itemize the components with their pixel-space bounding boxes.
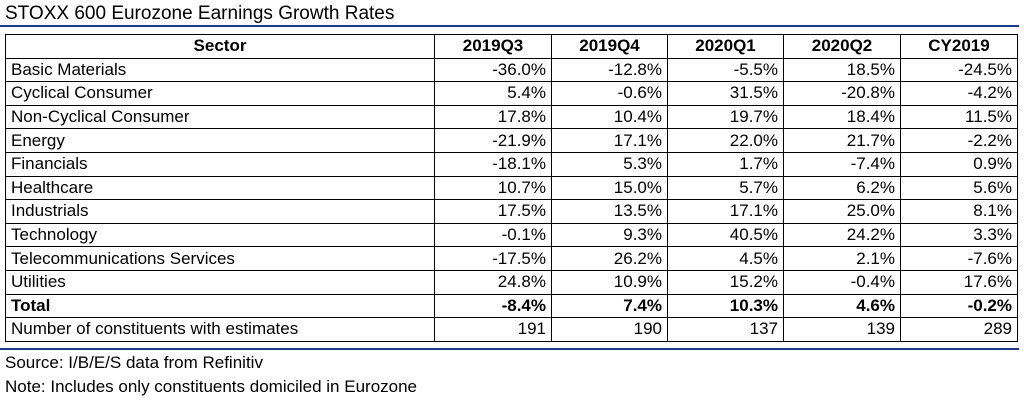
constituents-row: Number of constituents with estimates 19… — [5, 317, 1018, 342]
value-cell: 18.5% — [783, 57, 901, 83]
value-cell: -24.5% — [900, 57, 1018, 83]
value-cell: 10.7% — [434, 175, 552, 201]
table-row: Financials -18.1% 5.3% 1.7% -7.4% 0.9% — [5, 151, 1018, 177]
value-cell: -0.1% — [434, 222, 552, 248]
value-cell: 5.4% — [434, 81, 552, 106]
value-cell: 40.5% — [667, 222, 784, 248]
value-cell: 1.7% — [667, 151, 784, 177]
value-cell: -2.2% — [900, 128, 1018, 153]
value-cell: -12.8% — [551, 57, 668, 83]
value-cell: 26.2% — [551, 246, 668, 271]
sector-name: Technology — [5, 222, 435, 248]
value-cell: 17.6% — [900, 269, 1018, 295]
value-cell: 19.7% — [667, 104, 784, 130]
header-row: Sector 2019Q3 2019Q4 2020Q1 2020Q2 CY201… — [5, 34, 1018, 59]
value-cell: 3.3% — [900, 222, 1018, 248]
table-row: Telecommunications Services -17.5% 26.2%… — [5, 246, 1018, 271]
value-cell: 17.5% — [434, 199, 552, 224]
sector-name: Energy — [5, 128, 435, 153]
table-title: STOXX 600 Eurozone Earnings Growth Rates — [5, 3, 395, 24]
header-2019q4: 2019Q4 — [551, 34, 668, 59]
total-label: Total — [5, 293, 435, 319]
value-cell: 13.5% — [551, 199, 668, 224]
earnings-table: Sector 2019Q3 2019Q4 2020Q1 2020Q2 CY201… — [5, 34, 1018, 342]
value-cell: 2.1% — [783, 246, 901, 271]
sector-name: Utilities — [5, 269, 435, 295]
value-cell: 24.2% — [783, 222, 901, 248]
sector-name: Healthcare — [5, 175, 435, 201]
value-cell: 10.4% — [551, 104, 668, 130]
sector-name: Basic Materials — [5, 57, 435, 83]
value-cell: -20.8% — [783, 81, 901, 106]
value-cell: 5.6% — [900, 175, 1018, 201]
total-value: -8.4% — [434, 293, 552, 319]
total-value: 4.6% — [783, 293, 901, 319]
table-row: Non-Cyclical Consumer 17.8% 10.4% 19.7% … — [5, 104, 1018, 130]
value-cell: 10.9% — [551, 269, 668, 295]
value-cell: 5.7% — [667, 175, 784, 201]
constituents-count: 139 — [783, 317, 901, 342]
value-cell: 17.1% — [551, 128, 668, 153]
value-cell: 9.3% — [551, 222, 668, 248]
title-rule — [0, 25, 1019, 27]
value-cell: 25.0% — [783, 199, 901, 224]
table-row: Energy -21.9% 17.1% 22.0% 21.7% -2.2% — [5, 128, 1018, 153]
constituents-count: 137 — [667, 317, 784, 342]
value-cell: 4.5% — [667, 246, 784, 271]
sector-name: Financials — [5, 151, 435, 177]
value-cell: 11.5% — [900, 104, 1018, 130]
value-cell: -18.1% — [434, 151, 552, 177]
value-cell: 17.1% — [667, 199, 784, 224]
table-row: Healthcare 10.7% 15.0% 5.7% 6.2% 5.6% — [5, 175, 1018, 201]
sector-name: Cyclical Consumer — [5, 81, 435, 106]
value-cell: 18.4% — [783, 104, 901, 130]
footnote: Note: Includes only constituents domicil… — [5, 377, 418, 396]
table-row: Basic Materials -36.0% -12.8% -5.5% 18.5… — [5, 57, 1018, 83]
value-cell: -36.0% — [434, 57, 552, 83]
table-row: Industrials 17.5% 13.5% 17.1% 25.0% 8.1% — [5, 199, 1018, 224]
value-cell: -17.5% — [434, 246, 552, 271]
table-row: Cyclical Consumer 5.4% -0.6% 31.5% -20.8… — [5, 81, 1018, 106]
total-value: 10.3% — [667, 293, 784, 319]
footer-rule — [0, 348, 1019, 350]
value-cell: 31.5% — [667, 81, 784, 106]
header-2020q2: 2020Q2 — [783, 34, 901, 59]
source-note: Source: I/B/E/S data from Refinitiv — [5, 353, 263, 372]
value-cell: 22.0% — [667, 128, 784, 153]
value-cell: -7.4% — [783, 151, 901, 177]
value-cell: 24.8% — [434, 269, 552, 295]
value-cell: 15.0% — [551, 175, 668, 201]
sector-name: Telecommunications Services — [5, 246, 435, 271]
header-cy2019: CY2019 — [900, 34, 1018, 59]
sector-name: Non-Cyclical Consumer — [5, 104, 435, 130]
value-cell: -5.5% — [667, 57, 784, 83]
value-cell: 0.9% — [900, 151, 1018, 177]
value-cell: 21.7% — [783, 128, 901, 153]
value-cell: -4.2% — [900, 81, 1018, 106]
header-sector: Sector — [5, 34, 435, 59]
value-cell: -21.9% — [434, 128, 552, 153]
constituents-count: 191 — [434, 317, 552, 342]
table-row: Technology -0.1% 9.3% 40.5% 24.2% 3.3% — [5, 222, 1018, 248]
table-row: Utilities 24.8% 10.9% 15.2% -0.4% 17.6% — [5, 269, 1018, 295]
sector-name: Industrials — [5, 199, 435, 224]
total-value: -0.2% — [900, 293, 1018, 319]
header-2020q1: 2020Q1 — [667, 34, 784, 59]
value-cell: 17.8% — [434, 104, 552, 130]
value-cell: 5.3% — [551, 151, 668, 177]
value-cell: -7.6% — [900, 246, 1018, 271]
total-value: 7.4% — [551, 293, 668, 319]
value-cell: -0.4% — [783, 269, 901, 295]
value-cell: 6.2% — [783, 175, 901, 201]
value-cell: 8.1% — [900, 199, 1018, 224]
constituents-count: 289 — [900, 317, 1018, 342]
header-2019q3: 2019Q3 — [434, 34, 552, 59]
constituents-label: Number of constituents with estimates — [5, 317, 435, 342]
value-cell: -0.6% — [551, 81, 668, 106]
total-row: Total -8.4% 7.4% 10.3% 4.6% -0.2% — [5, 293, 1018, 319]
constituents-count: 190 — [551, 317, 668, 342]
value-cell: 15.2% — [667, 269, 784, 295]
